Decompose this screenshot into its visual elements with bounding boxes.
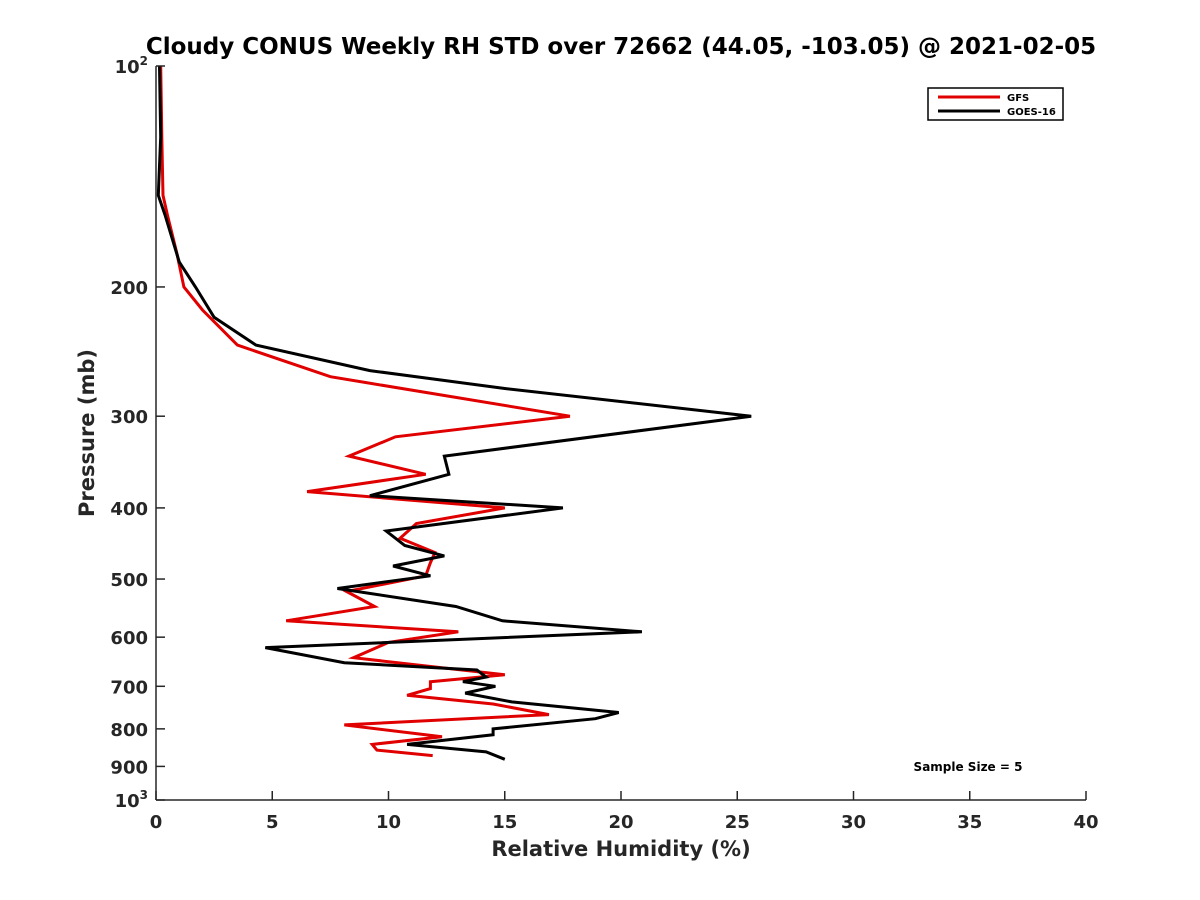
- x-tick-label: 5: [266, 812, 279, 833]
- sample-size-annotation: Sample Size = 5: [914, 760, 1023, 774]
- y-tick-label: 103: [115, 788, 148, 812]
- plot-area: [156, 65, 752, 761]
- chart-title: Cloudy CONUS Weekly RH STD over 72662 (4…: [146, 34, 1096, 60]
- y-tick-label: 900: [110, 757, 148, 778]
- x-tick-label: 25: [725, 812, 750, 833]
- x-tick-label: 35: [957, 812, 982, 833]
- y-tick-label: 300: [110, 407, 148, 428]
- y-tick-label: 700: [110, 677, 148, 698]
- x-tick-label: 30: [841, 812, 866, 833]
- x-axis-label: Relative Humidity (%): [491, 837, 750, 861]
- y-tick-label: 800: [110, 720, 148, 741]
- legend-box: [927, 87, 1064, 121]
- x-tick-label: 10: [376, 812, 401, 833]
- legend-label: GFS: [1007, 93, 1029, 104]
- y-tick-label: 600: [110, 628, 148, 649]
- series-line-goes16: [156, 65, 752, 761]
- x-tick-label: 0: [150, 812, 163, 833]
- y-tick-label: 200: [110, 278, 148, 299]
- y-tick-label: 102: [115, 54, 148, 78]
- x-tick-label: 15: [492, 812, 517, 833]
- y-tick-label: 500: [110, 570, 148, 591]
- y-axis-label: Pressure (mb): [75, 349, 99, 517]
- axes: 0 5 10 15 20 25 30 35 40 102 200 300 400 500 600 700 800…: [110, 54, 1098, 833]
- legend: GFS GOES-16: [927, 87, 1064, 121]
- x-tick-label: 40: [1073, 812, 1098, 833]
- x-tick-label: 20: [608, 812, 633, 833]
- series-line-gfs: [159, 65, 571, 758]
- legend-label: GOES-16: [1007, 107, 1056, 118]
- y-tick-label: 400: [110, 499, 148, 520]
